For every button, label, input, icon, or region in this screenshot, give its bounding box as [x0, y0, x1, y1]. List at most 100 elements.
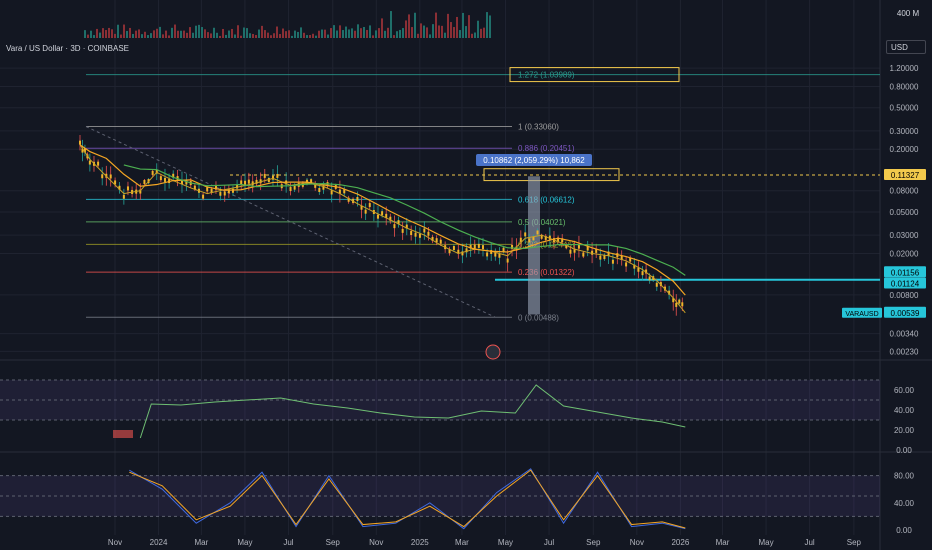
volume-bar: [312, 33, 314, 38]
volume-bar: [453, 27, 455, 38]
candle-body: [540, 234, 543, 239]
volume-bar: [474, 32, 476, 38]
candle-body: [582, 252, 585, 257]
volume-bar: [456, 16, 458, 38]
price-tick-label: 0.00800: [890, 291, 919, 300]
candle-body: [155, 169, 158, 174]
candle-body: [356, 197, 359, 202]
candle-body: [276, 173, 279, 178]
price-tick-label: 0.03000: [890, 231, 919, 240]
candle-body: [448, 249, 451, 254]
candle-body: [557, 237, 560, 242]
candle-body: [88, 160, 91, 165]
candle-body: [577, 244, 580, 249]
candle-body: [109, 174, 112, 179]
volume-bar: [447, 13, 449, 39]
candle-body: [202, 194, 205, 199]
candle-body: [452, 245, 455, 250]
candle-body: [675, 302, 678, 307]
volume-bar: [225, 34, 227, 38]
price-tick-label: 0.30000: [890, 127, 919, 136]
volume-bar: [465, 26, 467, 38]
candle-body: [210, 188, 213, 193]
volume-bar: [363, 26, 365, 38]
volume-bar: [228, 30, 230, 38]
candle-body: [410, 231, 413, 236]
volume-bar: [141, 34, 143, 38]
time-tick-label: Nov: [369, 538, 383, 547]
volume-bar: [393, 35, 395, 38]
volume-bar: [231, 28, 233, 38]
volume-bar: [165, 30, 167, 38]
volume-bar: [405, 20, 407, 38]
volume-bar: [162, 34, 164, 38]
candle-body: [586, 246, 589, 251]
time-tick-label: Mar: [194, 538, 208, 547]
volume-bar: [411, 27, 413, 38]
stoch-k-line: [129, 468, 686, 530]
volume-bar: [198, 24, 200, 38]
volume-bar: [459, 30, 461, 38]
time-tick-label: Sep: [847, 538, 862, 547]
volume-bar: [177, 30, 179, 38]
candle-body: [397, 220, 400, 225]
candle-body: [477, 243, 480, 248]
volume-bar: [147, 35, 149, 38]
candle-body: [176, 176, 179, 181]
volume-bar: [132, 33, 134, 38]
candle-body: [544, 235, 547, 240]
time-tick-label: Sep: [586, 538, 601, 547]
time-tick-label: 2025: [411, 538, 429, 547]
candle-body: [219, 191, 222, 196]
volume-bar: [369, 25, 371, 38]
flag-icon: [485, 344, 501, 360]
volume-bar: [471, 33, 473, 38]
currency-selector[interactable]: USD: [886, 40, 926, 54]
volume-bar: [408, 14, 410, 38]
time-tick-label: Jul: [804, 538, 814, 547]
candle-body: [310, 179, 313, 184]
candle-body: [389, 216, 392, 221]
volume-bar: [432, 24, 434, 38]
candle-body: [498, 253, 501, 258]
volume-bar: [276, 26, 278, 38]
measure-label: 0.10862 (2,059.29%) 10,862: [483, 156, 585, 165]
candle-body: [322, 185, 325, 190]
candle-body: [569, 249, 572, 254]
candle-body: [163, 177, 166, 182]
volume-bar: [300, 27, 302, 38]
volume-bar: [102, 28, 104, 38]
fib-level-label: 1 (0.33060): [518, 122, 559, 131]
volume-bar: [387, 27, 389, 38]
candle-body: [180, 180, 183, 185]
volume-bar: [264, 30, 266, 38]
time-tick-label: May: [237, 538, 252, 547]
time-tick-label: May: [498, 538, 513, 547]
candle-body: [263, 173, 266, 178]
candle-body: [385, 213, 388, 218]
fib-level-label: 0.5 (0.04021): [518, 218, 566, 227]
candle-body: [629, 257, 632, 262]
volume-bar: [378, 28, 380, 38]
candle-body: [672, 298, 675, 303]
volume-bar: [396, 31, 398, 38]
volume-bar: [306, 35, 308, 38]
candle-body: [511, 244, 514, 249]
candle-body: [603, 255, 606, 260]
fib-level-label: 0.382 (0.02446): [518, 240, 575, 249]
measure-label-bg: [476, 154, 592, 166]
candle-body: [625, 262, 628, 267]
candle-body: [231, 188, 234, 193]
candle-body: [159, 176, 162, 181]
candle-body: [172, 173, 175, 178]
candle-body: [607, 251, 610, 256]
candle-body: [83, 148, 86, 153]
rsi-line: [139, 384, 686, 439]
volume-bar: [333, 25, 335, 38]
volume-bar: [483, 27, 485, 38]
volume-bar: [294, 30, 296, 38]
price-tick-label: 0.02000: [890, 249, 919, 258]
candle-body: [368, 203, 371, 208]
candle-body: [347, 197, 350, 202]
